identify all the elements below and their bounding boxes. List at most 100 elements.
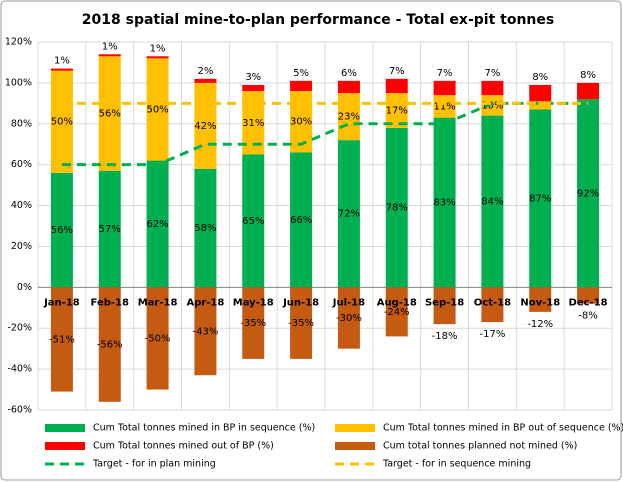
- bar: [194, 78, 217, 83]
- x-tick-label: Sep-18: [425, 297, 464, 308]
- value-label: 87%: [529, 193, 551, 204]
- bar: [146, 287, 169, 390]
- y-tick-label: 20%: [11, 241, 32, 252]
- value-label: 6%: [341, 68, 357, 79]
- value-label: 5%: [293, 68, 309, 79]
- value-label: -17%: [479, 329, 505, 340]
- y-tick-label: 40%: [11, 200, 32, 211]
- bar: [529, 287, 552, 312]
- legend-label: Target - for in plan mining: [92, 459, 216, 470]
- value-label: 42%: [194, 121, 216, 132]
- value-label: 84%: [481, 196, 503, 207]
- bar: [98, 170, 121, 288]
- bar: [577, 82, 600, 100]
- bar: [577, 99, 600, 288]
- bar: [50, 68, 73, 71]
- x-tick-label: Feb-18: [91, 297, 129, 308]
- value-label: 57%: [99, 224, 121, 235]
- bar: [50, 287, 73, 392]
- x-tick-label: Jan-18: [43, 297, 80, 308]
- value-label: 92%: [577, 188, 599, 199]
- value-label: -35%: [240, 318, 266, 329]
- value-label: 66%: [290, 215, 312, 226]
- legend-label: Cum total tonnes planned not mined (%): [383, 441, 577, 452]
- x-tick-label: Nov-18: [520, 297, 560, 308]
- legend-swatch: [335, 442, 375, 450]
- y-tick-label: -20%: [7, 323, 32, 334]
- y-tick-label: 60%: [11, 159, 32, 170]
- x-tick-label: Jun-18: [282, 297, 319, 308]
- value-label: -35%: [288, 318, 314, 329]
- value-label: -56%: [97, 340, 123, 351]
- legend-swatch: [335, 424, 375, 432]
- bar: [481, 80, 504, 96]
- value-label: 72%: [338, 209, 360, 220]
- bar: [385, 78, 408, 94]
- bar: [337, 287, 360, 349]
- value-label: 50%: [51, 117, 73, 128]
- value-label: 62%: [146, 219, 168, 230]
- bar: [529, 84, 552, 102]
- y-tick-label: 100%: [5, 77, 32, 88]
- bar: [146, 160, 169, 288]
- bar: [337, 93, 360, 141]
- value-label: 17%: [386, 105, 408, 116]
- legend-swatch: [45, 424, 85, 432]
- value-label: 3%: [245, 72, 261, 83]
- value-label: 58%: [194, 223, 216, 234]
- x-tick-label: Mar-18: [138, 297, 178, 308]
- bar: [290, 80, 313, 92]
- bar: [385, 287, 408, 337]
- value-label: 1%: [54, 56, 70, 67]
- bar: [290, 287, 313, 359]
- value-label: 7%: [389, 66, 405, 77]
- legend-label: Target - for in sequence mining: [382, 459, 531, 470]
- value-label: 65%: [242, 216, 264, 227]
- x-tick-label: May-18: [233, 297, 274, 308]
- bar: [98, 56, 121, 171]
- y-tick-label: 0%: [17, 282, 32, 293]
- bar: [529, 109, 552, 288]
- value-label: -50%: [145, 333, 171, 344]
- value-label: 83%: [433, 197, 455, 208]
- bar: [242, 84, 265, 92]
- bar: [290, 152, 313, 288]
- bar: [481, 287, 504, 323]
- bar: [481, 115, 504, 288]
- legend-label: Cum Total tonnes mined in BP in sequence…: [93, 423, 315, 434]
- value-label: 8%: [532, 72, 548, 83]
- bar: [194, 168, 217, 288]
- y-tick-label: -40%: [7, 364, 32, 375]
- bar: [50, 172, 73, 288]
- bar: [290, 91, 313, 153]
- value-label: 2%: [197, 66, 213, 77]
- y-tick-label: 80%: [11, 118, 32, 129]
- bar: [577, 287, 600, 304]
- value-label: -24%: [384, 307, 410, 318]
- y-tick-label: 120%: [5, 37, 32, 48]
- value-label: -12%: [527, 319, 553, 330]
- value-label: -51%: [49, 334, 75, 345]
- bar: [242, 287, 265, 359]
- bar: [433, 95, 456, 118]
- x-tick-label: Apr-18: [186, 297, 224, 308]
- value-label: 7%: [484, 68, 500, 79]
- bar: [50, 70, 73, 173]
- value-label: 56%: [99, 109, 121, 120]
- legend-label: Cum Total tonnes mined out of BP (%): [93, 441, 274, 452]
- value-label: 8%: [580, 70, 596, 81]
- x-tick-label: Aug-18: [377, 297, 417, 308]
- bar: [98, 287, 121, 402]
- bar: [242, 154, 265, 288]
- bar: [481, 95, 504, 116]
- value-label: -30%: [336, 313, 362, 324]
- bar: [98, 54, 121, 57]
- bar: [194, 287, 217, 376]
- bar: [433, 80, 456, 96]
- value-label: 56%: [51, 225, 73, 236]
- bar: [242, 91, 265, 155]
- bar: [337, 80, 360, 94]
- bar: [529, 101, 552, 110]
